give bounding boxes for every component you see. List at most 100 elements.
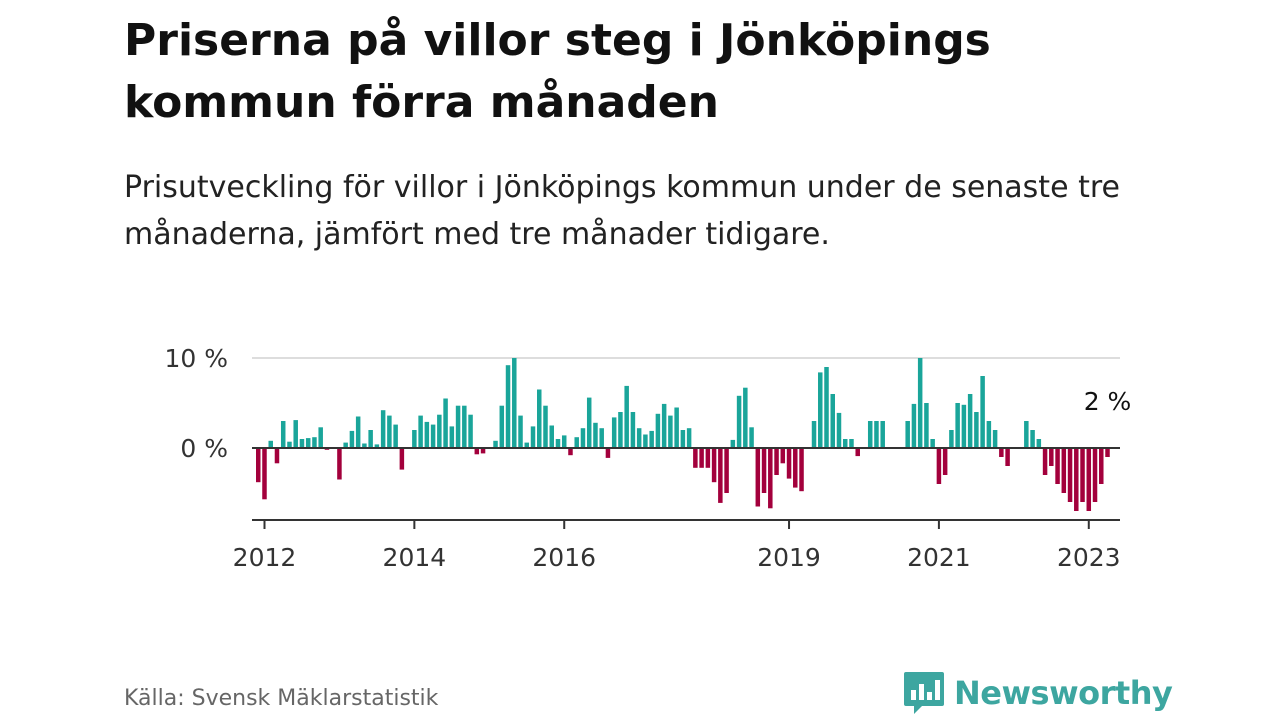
bar (917, 358, 923, 448)
bar (611, 417, 617, 448)
bar (537, 389, 542, 448)
bar (524, 442, 530, 448)
chart-title: Priserna på villor steg i Jönköpings kom… (124, 15, 991, 128)
bar (1049, 448, 1054, 466)
newsworthy-chart-icon (904, 672, 944, 714)
bar (593, 422, 598, 448)
bar (774, 448, 779, 475)
bar (1086, 448, 1092, 511)
bar (543, 405, 548, 448)
bar (480, 448, 486, 454)
bar (349, 430, 355, 448)
bar (530, 426, 536, 448)
bar (462, 405, 467, 448)
x-tick-label: 2014 (383, 543, 447, 572)
bar (811, 421, 817, 448)
bar (280, 421, 286, 448)
bar (343, 442, 348, 448)
bar (674, 407, 679, 448)
bar (836, 412, 842, 448)
bar (599, 428, 604, 448)
bar (1067, 448, 1073, 502)
bar (942, 448, 948, 475)
bar (318, 427, 323, 448)
bar (655, 413, 661, 448)
bar (668, 415, 673, 448)
bar (842, 439, 848, 448)
bar (880, 421, 885, 448)
bar (699, 448, 704, 468)
bar (1030, 430, 1035, 448)
bar (1080, 448, 1085, 502)
bar (686, 428, 692, 448)
bar (749, 427, 754, 448)
bar (424, 421, 430, 448)
bar (387, 415, 392, 448)
bar (1105, 448, 1110, 457)
bar (312, 437, 317, 448)
bar (711, 448, 717, 483)
bar (980, 376, 985, 448)
bar (586, 397, 592, 448)
bar (992, 430, 998, 448)
bar (824, 367, 829, 448)
x-tick-label: 2019 (757, 543, 821, 572)
bar (867, 421, 873, 448)
bar (986, 421, 992, 448)
bar (961, 404, 967, 448)
bar (955, 403, 960, 448)
bar (999, 448, 1004, 457)
bar (618, 412, 623, 448)
bar (374, 444, 380, 448)
bar (368, 430, 373, 448)
y-tick-label: 0 % (180, 434, 228, 463)
bar (430, 424, 436, 448)
bar (399, 448, 405, 470)
x-tick-label: 2023 (1057, 543, 1121, 572)
bar (949, 430, 954, 448)
bar (967, 394, 973, 448)
bar (661, 403, 667, 448)
bar (649, 430, 654, 448)
bar (474, 448, 480, 455)
bar (287, 441, 292, 448)
bar (580, 428, 586, 448)
bar (855, 448, 860, 457)
bar (380, 410, 386, 448)
bar (418, 415, 423, 448)
bars-layer (256, 358, 1110, 511)
bar (337, 448, 342, 480)
bar (555, 439, 561, 448)
bar (437, 414, 442, 448)
bar (449, 426, 455, 448)
x-tick-label: 2016 (532, 543, 596, 572)
bar (1061, 448, 1067, 493)
bar (643, 434, 648, 448)
bar (799, 448, 804, 492)
x-tick-label: 2021 (907, 543, 971, 572)
bar (1092, 448, 1098, 502)
bar (605, 448, 611, 458)
bar (305, 438, 311, 448)
y-tick-label: 10 % (164, 344, 228, 373)
bar (274, 448, 280, 464)
bar (443, 398, 448, 448)
bar (293, 420, 298, 448)
newsworthy-logo: Newsworthy (902, 670, 1173, 716)
source-note: Källa: Svensk Mäklarstatistik (124, 686, 439, 711)
bar (693, 448, 698, 468)
bar (636, 428, 642, 448)
bar (1005, 448, 1010, 466)
bar (512, 358, 517, 448)
bar (549, 425, 554, 448)
bar (761, 448, 767, 493)
bar (680, 430, 686, 448)
bar (786, 448, 792, 479)
bar-chart: 0 % 10 % 2012 2014 2016 2019 2021 2023 2 % (164, 344, 1131, 572)
bar (1055, 448, 1060, 484)
bar (574, 437, 579, 448)
bar (299, 439, 305, 448)
bar (624, 385, 629, 448)
bar (730, 439, 736, 448)
bar (518, 415, 523, 448)
